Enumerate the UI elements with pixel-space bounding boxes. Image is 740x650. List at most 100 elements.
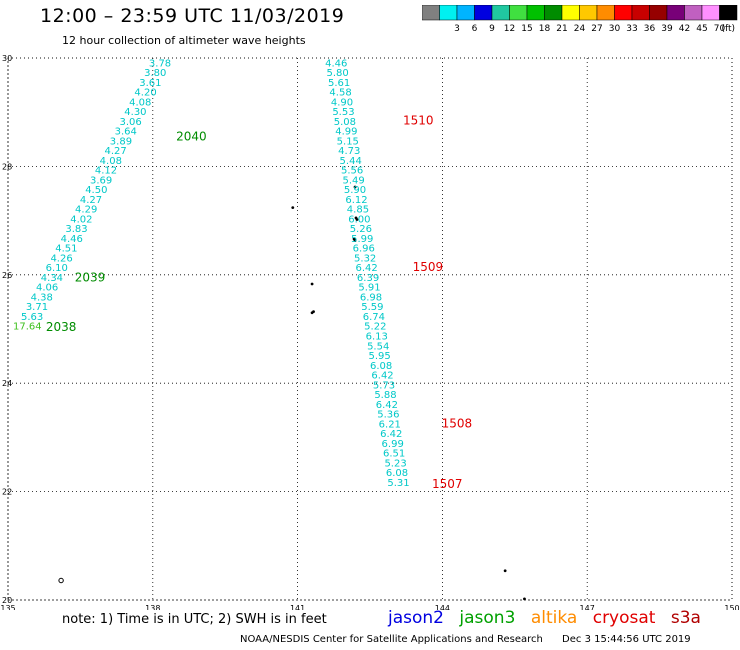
island-marker: [523, 597, 526, 601]
island-marker: [355, 218, 359, 221]
scale-label: 45: [696, 24, 707, 34]
island-marker: [291, 206, 295, 209]
swh-value-cryosat: 5.73: [373, 380, 395, 391]
swh-value-cryosat: 4.90: [331, 97, 353, 108]
swh-value-jason3: 5.63: [21, 312, 43, 323]
swh-value-cryosat: 5.31: [387, 478, 409, 489]
scale-label: 9: [489, 24, 495, 34]
swh-value-jason3: 3.80: [144, 68, 166, 79]
swh-value-cryosat: 5.49: [342, 175, 364, 186]
pass-time-jason3: 2040: [176, 130, 207, 144]
lon-tick-label: 138: [145, 604, 160, 610]
satellite-jason3: jason3: [459, 608, 516, 628]
swh-value-cryosat: 6.42: [355, 263, 377, 274]
scale-label: 33: [626, 24, 637, 34]
map-frame: [7, 57, 733, 601]
swh-value-cryosat: 4.73: [338, 146, 360, 157]
lat-tick-label: 28: [2, 162, 12, 171]
map-title: 12:00 – 23:59 UTC 11/03/2019: [40, 5, 345, 27]
swh-value-jason3: 3.69: [90, 175, 112, 186]
swh-value-jason3: 4.34: [41, 273, 63, 284]
swh-value-cryosat: 6.42: [376, 400, 398, 411]
scale-label: 36: [644, 24, 656, 34]
swh-value-cryosat: 6.00: [348, 214, 370, 225]
island-marker: [353, 239, 357, 243]
swh-value-jason3: 4.12: [95, 166, 117, 177]
swh-value-cryosat: 5.99: [351, 234, 373, 245]
swh-value-jason3: 4.46: [61, 234, 83, 245]
swh-value-cryosat: 5.88: [374, 390, 396, 401]
swh-value-cryosat: 6.42: [371, 371, 393, 382]
scale-swatch: [719, 5, 738, 21]
swh-value-cryosat: 5.44: [340, 156, 362, 167]
swh-value-cryosat: 6.08: [386, 468, 408, 479]
lon-tick-label: 141: [290, 604, 305, 610]
satellite-altika: altika: [530, 608, 578, 628]
swh-value-cryosat: 6.98: [360, 292, 382, 303]
lon-tick-label: 147: [580, 604, 595, 610]
lon-tick-label: 144: [435, 604, 450, 610]
pass-time-cryosat: 1509: [413, 260, 444, 274]
swh-value-cryosat: 5.95: [369, 351, 391, 362]
swh-value-cryosat: 6.51: [383, 449, 405, 460]
lat-tick-label: 30: [2, 54, 12, 63]
swh-value-jason3: 4.51: [55, 244, 77, 255]
swh-value-jason3: 4.20: [134, 88, 156, 99]
swh-value-jason3: 4.27: [105, 146, 127, 157]
map-subtitle: 12 hour collection of altimeter wave hei…: [62, 34, 306, 47]
scale-label: 21: [556, 24, 567, 34]
pass-time-jason3: 2039: [75, 271, 106, 285]
swh-value-jason3: 3.89: [110, 136, 132, 147]
swh-value-cryosat: 6.39: [357, 273, 379, 284]
island-marker: [312, 310, 315, 314]
swh-value-jason3: 4.27: [80, 195, 102, 206]
swh-value-cryosat: 4.85: [347, 205, 369, 216]
pass-time-cryosat: 1510: [403, 113, 434, 127]
swh-value-cryosat: 6.99: [382, 439, 404, 450]
island-marker: [353, 185, 357, 189]
swh-value-cryosat: 6.12: [345, 195, 367, 206]
scale-label: 6: [472, 24, 478, 34]
note-text: note: 1) Time is in UTC; 2) SWH is in fe…: [62, 612, 327, 627]
swh-value-cryosat: 5.61: [328, 78, 350, 89]
swh-value-cryosat: 4.46: [325, 58, 347, 69]
scale-label: 39: [661, 24, 673, 34]
scale-label: 3: [454, 24, 460, 34]
swh-value-cryosat: 6.42: [380, 429, 402, 440]
swh-value-cryosat: 6.74: [363, 312, 385, 323]
scale-label: 24: [574, 24, 586, 34]
color-scale-legend: 3 6 9 12 15 18 21 24 27 30 33 36 39 42 45 70(ft): [422, 5, 738, 34]
island-marker: [310, 282, 314, 286]
swh-value-cryosat: 5.36: [377, 410, 399, 421]
swh-value-cryosat: 6.96: [353, 244, 375, 255]
swh-value-jason3: 4.50: [85, 185, 107, 196]
pass-time-cryosat: 1508: [442, 416, 473, 430]
swh-value-cryosat: 5.80: [327, 68, 349, 79]
swh-value-jason3: 3.61: [139, 78, 161, 89]
scale-label: 30: [609, 24, 621, 34]
swh-value-cryosat: 6.08: [370, 361, 392, 372]
open-marker: [58, 577, 64, 584]
swh-value-jason3: 4.08: [129, 97, 151, 108]
scale-label: 15: [521, 24, 532, 34]
scale-label: 12: [504, 24, 515, 34]
lat-tick-label: 24: [2, 379, 12, 388]
swh-value-cryosat: 5.15: [337, 136, 359, 147]
swh-value-cryosat: 6.13: [366, 332, 388, 343]
swh-value-jason3: 4.06: [36, 283, 58, 294]
swh-value-cryosat: 5.22: [364, 322, 386, 333]
swh-value-jason3: 4.26: [50, 253, 72, 264]
lon-tick-label: 135: [0, 604, 15, 610]
swh-value-cryosat: 5.08: [334, 117, 356, 128]
swh-value-jason3: 4.30: [124, 107, 146, 118]
swh-value-cryosat: 4.58: [329, 88, 351, 99]
swh-value-jason3: 3.06: [119, 117, 141, 128]
swh-value-jason3: 3.64: [115, 127, 137, 138]
swh-value-cryosat: 5.26: [350, 224, 372, 235]
satellite-jason2: jason2: [388, 608, 444, 628]
swh-value-jason3: 3.71: [26, 302, 48, 313]
swh-value-cryosat: 6.21: [379, 419, 401, 430]
satellite-s3a: s3a: [670, 608, 701, 628]
swh-value-cryosat: 5.59: [361, 302, 383, 313]
